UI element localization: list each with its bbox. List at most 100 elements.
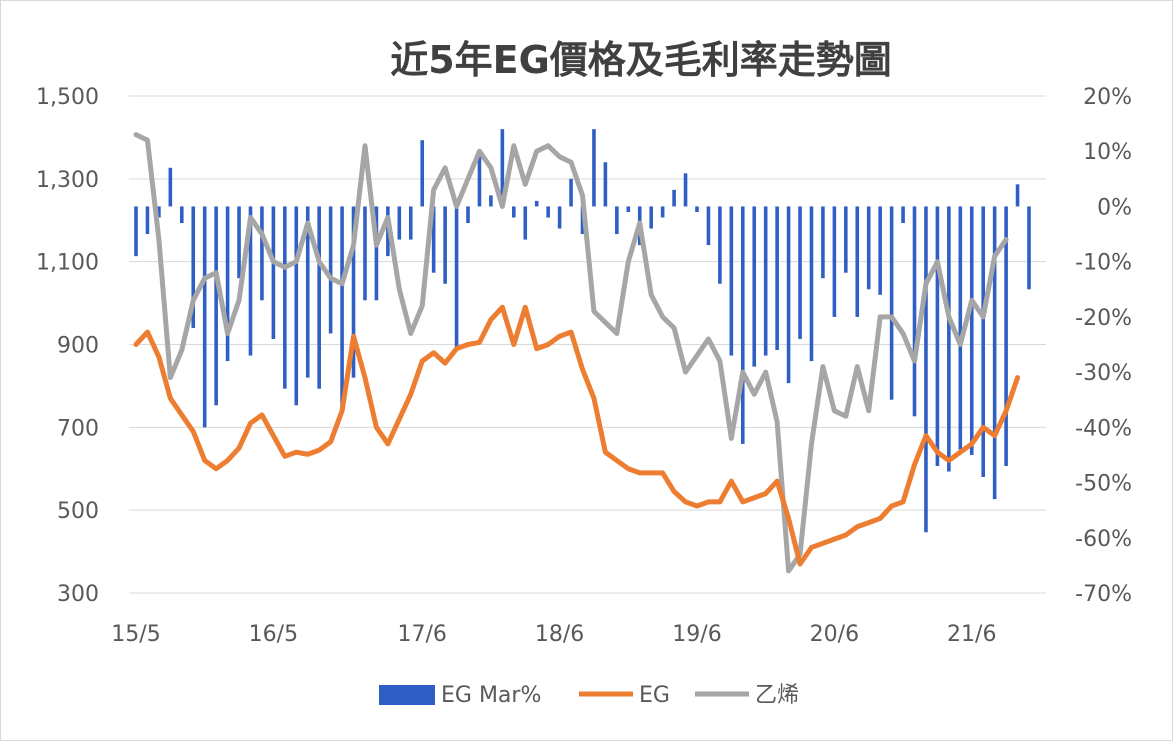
eg-margin-bar <box>615 206 619 235</box>
eg-margin-bar <box>992 206 997 500</box>
left-axis-tick: 1,500 <box>36 85 99 110</box>
eg-margin-bar <box>500 129 505 207</box>
right-axis-tick: -50% <box>1075 472 1132 497</box>
x-axis-tick: 17/6 <box>398 622 447 647</box>
eg-margin-bar <box>340 206 344 411</box>
eg-margin-bar <box>431 206 436 273</box>
eg-margin-bar <box>935 206 940 466</box>
eg-margin-bar <box>821 206 825 279</box>
right-axis-tick: -20% <box>1075 306 1132 331</box>
left-axis-tick: 1,100 <box>36 251 99 276</box>
eg-margin-bar <box>225 206 230 362</box>
eg-margin-bar <box>283 206 287 389</box>
eg-margin-bar <box>1027 206 1031 290</box>
eg-margin-bar <box>134 206 138 257</box>
eg-margin-bar <box>809 206 814 362</box>
eg-margin-bar <box>660 206 665 218</box>
eg-margin-bar <box>191 206 196 328</box>
eg-margin-bar <box>786 206 791 384</box>
eg-margin-bar <box>763 206 768 356</box>
eg-margin-bar <box>534 200 539 207</box>
eg-margin-bar <box>729 206 734 356</box>
eg-margin-bar <box>649 206 653 229</box>
eg-margin-bar <box>317 206 321 389</box>
eg-margin-bar <box>855 206 860 317</box>
left-axis-tick: 300 <box>57 582 99 607</box>
eg-margin-bar <box>798 206 802 339</box>
eg-margin-bar <box>878 206 882 295</box>
left-axis-tick: 700 <box>57 416 99 441</box>
legend-label-eg-margin: EG Mar% <box>441 683 541 708</box>
eg-margin-bar <box>454 206 459 351</box>
eg-margin-bar <box>672 189 676 207</box>
eg-margin-bar <box>695 206 699 212</box>
legend-swatch-eg-margin <box>379 685 435 705</box>
eg-margin-bar <box>179 206 184 224</box>
chart-title: 近5年EG價格及毛利率走勢圖 <box>390 38 892 82</box>
eg-margin-bar <box>958 206 963 450</box>
eg-margin-bar <box>363 206 367 301</box>
eg-margin-bar <box>981 206 986 478</box>
eg-margin-bar <box>271 206 276 339</box>
eg-margin-bar <box>546 206 550 218</box>
eg-price-line <box>133 304 1021 567</box>
eg-margin-bar <box>557 206 562 229</box>
eg-margin-bar <box>443 206 447 284</box>
eg-margin-bar <box>168 167 173 207</box>
eg-margin-bar <box>466 206 470 224</box>
eg-margin-bar <box>683 173 688 207</box>
left-axis-tick: 500 <box>57 499 99 524</box>
eg-margin-bar <box>145 206 150 235</box>
x-axis-tick: 15/5 <box>111 622 160 647</box>
eg-margin-bar <box>866 206 871 290</box>
eg-margin-bar <box>901 206 905 224</box>
eg-margin-bar <box>157 206 161 218</box>
eg-margin-bar <box>912 206 917 417</box>
eg-margin-bar <box>397 206 402 240</box>
right-axis-tick: 20% <box>1083 85 1132 110</box>
eg-margin-bar <box>420 140 425 207</box>
eg-margin-bar <box>1015 184 1020 207</box>
eg-margin-bar <box>294 206 299 406</box>
eg-margin-bar <box>489 195 493 207</box>
eg-margin-bar <box>603 162 608 207</box>
right-axis-tick: -70% <box>1075 582 1132 607</box>
legend-label-ethylene: 乙烯 <box>755 683 799 708</box>
eg-margin-bar <box>523 206 528 240</box>
eg-margin-bar <box>260 206 264 301</box>
legend: EG Mar% EG 乙烯 <box>379 683 799 708</box>
eg-margin-bars <box>134 129 1031 533</box>
eg-margin-bar <box>844 206 848 273</box>
eg-margin-bar <box>374 206 379 301</box>
eg-margin-bar <box>248 206 253 356</box>
eg-margin-bar <box>237 206 241 279</box>
line-series <box>133 132 1021 574</box>
x-axis-tick: 16/5 <box>249 622 298 647</box>
eg-margin-bar <box>202 206 207 428</box>
right-axis-tick: -30% <box>1075 361 1132 386</box>
x-axis-tick: 18/6 <box>535 622 584 647</box>
eg-margin-bar <box>305 206 310 378</box>
ethylene-line <box>133 132 1009 574</box>
right-axis-tick: -60% <box>1075 527 1132 552</box>
eg-margin-bar <box>947 206 951 472</box>
eg-margin-bar <box>328 206 333 334</box>
eg-margin-bar <box>626 206 631 212</box>
right-axis-tick: 0% <box>1097 195 1132 220</box>
left-axis-ticks: 1,500 1,300 1,100 900 700 500 300 <box>36 85 99 607</box>
left-axis-tick: 900 <box>57 334 99 359</box>
right-axis-tick: 10% <box>1083 140 1132 165</box>
eg-margin-bar <box>752 206 757 367</box>
eg-margin-bar <box>924 206 928 533</box>
eg-margin-bar <box>351 206 356 378</box>
eg-margin-bar <box>592 129 596 207</box>
eg-margin-bar <box>969 206 974 455</box>
x-axis-tick: 21/6 <box>947 622 996 647</box>
eg-margin-bar <box>706 206 711 246</box>
eg-margin-bar <box>740 206 745 444</box>
left-axis-tick: 1,300 <box>36 168 99 193</box>
eg-margin-bar <box>832 206 837 317</box>
x-axis-tick: 19/6 <box>672 622 721 647</box>
eg-margin-bar <box>1004 206 1008 466</box>
